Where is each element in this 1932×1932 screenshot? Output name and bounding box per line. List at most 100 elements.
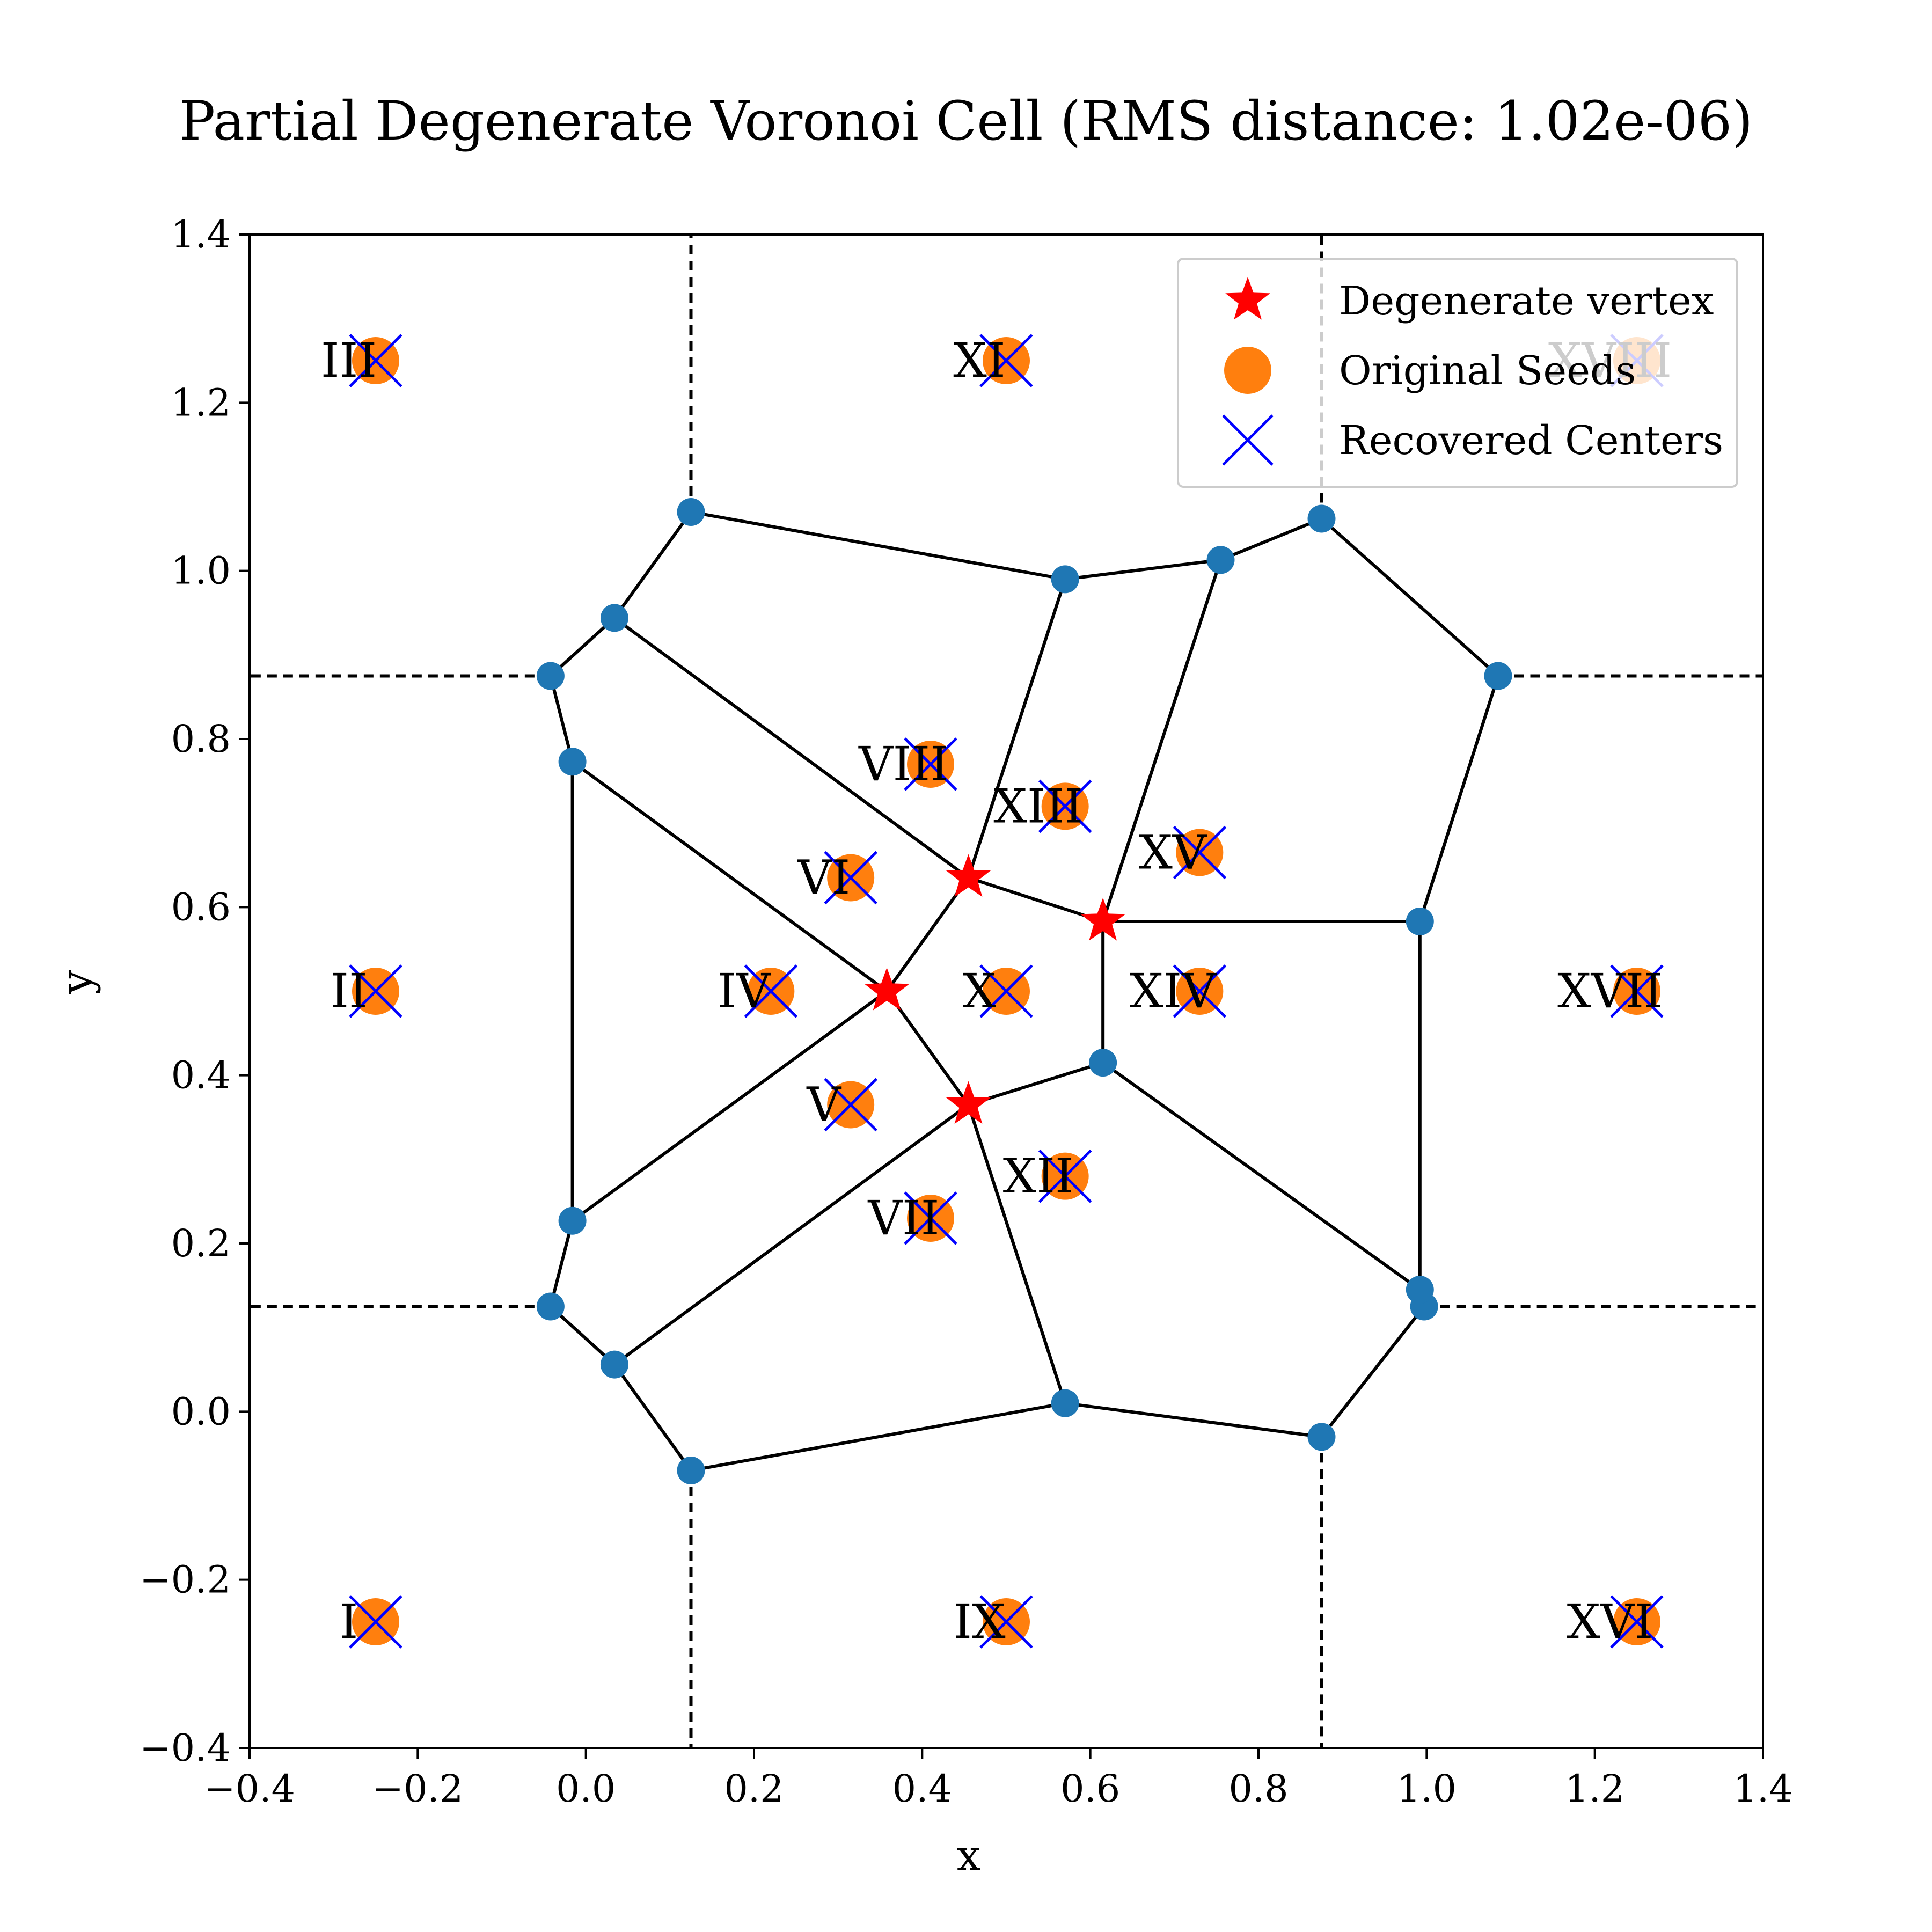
- legend-degenerate-marker: [1225, 277, 1270, 320]
- voronoi-edge: [571, 990, 888, 1223]
- voronoi-edge: [1102, 1061, 1421, 1291]
- cross-stroke: [979, 334, 1033, 387]
- voronoi-edge: [1220, 517, 1322, 562]
- degenerate-vertex-star: [864, 968, 910, 1011]
- seed-label: XIV: [1130, 963, 1217, 1019]
- x-tick-label: 0.8: [1228, 1767, 1288, 1811]
- recovered-center: [904, 737, 957, 791]
- recovered-center: [1173, 825, 1227, 880]
- y-tick-label: −0.2: [140, 1558, 231, 1602]
- voronoi-vertex: [1307, 1423, 1336, 1451]
- recovered-center: [979, 1595, 1033, 1649]
- legend: Degenerate vertex Original Seeds Recovered…: [1177, 258, 1738, 488]
- legend-entry-label: Original Seeds: [1339, 348, 1636, 394]
- x-tick-label: 0.6: [1060, 1767, 1120, 1811]
- cross-stroke: [1222, 414, 1274, 466]
- voronoi-edge: [613, 616, 970, 879]
- cross-stroke: [904, 1191, 957, 1245]
- voronoi-vertex: [1089, 1049, 1117, 1077]
- cross-stroke: [1173, 825, 1227, 880]
- recovered-center: [824, 851, 877, 905]
- x-tick-label: 0.0: [556, 1767, 616, 1811]
- seed-label: XI: [953, 333, 1005, 388]
- x-tick-label: −0.4: [204, 1767, 295, 1811]
- cross-stroke: [1610, 1595, 1664, 1649]
- recovered-center: [1038, 779, 1092, 833]
- voronoi-edge: [613, 1103, 970, 1366]
- voronoi-edge: [613, 511, 692, 619]
- voronoi-edge: [548, 675, 574, 763]
- degenerate-vertex-star: [1080, 898, 1125, 941]
- legend-box: [1177, 258, 1738, 488]
- recovered-center: [744, 964, 798, 1018]
- cross-stroke: [979, 1595, 1033, 1649]
- plot-area: −0.4 −0.2 0.0 0.2 0.4 0.6 0.8 1.0 1.2 1.4 −0.4 −0.2…: [140, 213, 1793, 1811]
- voronoi-edge: [549, 1305, 616, 1366]
- voronoi-edge: [1065, 558, 1221, 581]
- cross-stroke: [744, 964, 798, 1018]
- voronoi-edge: [549, 617, 616, 677]
- voronoi-vertex: [1406, 907, 1434, 935]
- cross-stroke: [824, 851, 877, 905]
- degenerate-vertex-star: [946, 1081, 991, 1124]
- x-tick-label: −0.2: [372, 1767, 463, 1811]
- x-tick-label: 1.0: [1397, 1767, 1457, 1811]
- y-axis-label: y: [52, 970, 101, 994]
- voronoi-vertex: [558, 748, 587, 776]
- seed-label: VIII: [858, 736, 949, 792]
- voronoi-edge: [548, 1220, 574, 1307]
- voronoi-edge: [885, 876, 970, 992]
- cross-stroke: [349, 964, 402, 1018]
- x-axis-label: x: [956, 1831, 980, 1880]
- voronoi-edge: [571, 760, 888, 993]
- seed-label: IV: [718, 963, 771, 1019]
- voronoi-edge: [690, 510, 1066, 581]
- y-tick-label: 0.8: [171, 717, 231, 761]
- cross-stroke: [979, 964, 1033, 1018]
- seed-label: XVI: [1567, 1594, 1653, 1649]
- voronoi-edge: [968, 1061, 1104, 1107]
- seed-label: VI: [797, 850, 850, 905]
- y-tick-label: 0.2: [171, 1221, 231, 1265]
- recovered-center: [349, 334, 402, 387]
- y-tick-label: −0.4: [140, 1726, 231, 1770]
- voronoi-vertex: [536, 1292, 565, 1321]
- legend-center-marker: [1222, 414, 1274, 466]
- y-tick-label: 0.6: [171, 885, 231, 929]
- voronoi-edge: [885, 990, 970, 1106]
- y-tick-label: 0.4: [171, 1053, 231, 1097]
- y-tick-label: 1.2: [171, 380, 231, 425]
- chart-title: Partial Degenerate Voronoi Cell (RMS dis…: [179, 90, 1753, 152]
- legend-seed-marker: [1224, 347, 1271, 394]
- seed-label: XII: [1003, 1148, 1074, 1204]
- seed-label: VII: [867, 1190, 939, 1246]
- recovered-center: [824, 1078, 877, 1132]
- x-tick-label: 0.2: [724, 1767, 784, 1811]
- x-tick-label: 1.4: [1733, 1767, 1792, 1811]
- cross-stroke: [1038, 1149, 1092, 1203]
- voronoi-vertex: [600, 1350, 628, 1379]
- voronoi-vertex: [1484, 662, 1512, 690]
- recovered-center: [1173, 964, 1227, 1018]
- seed-label: III: [321, 333, 377, 388]
- voronoi-vertex: [1406, 1276, 1434, 1304]
- recovered-center: [979, 334, 1033, 387]
- recovered-center: [1610, 1595, 1664, 1649]
- seed-label: XVII: [1557, 963, 1663, 1019]
- cross-stroke: [824, 1078, 877, 1132]
- voronoi-vertex: [1051, 1389, 1079, 1417]
- voronoi-edge: [690, 1401, 1066, 1472]
- voronoi-edge: [967, 1104, 1067, 1404]
- voronoi-vertex: [536, 662, 565, 690]
- x-tick-label: 0.4: [892, 1767, 952, 1811]
- seed-label: I: [340, 1594, 358, 1649]
- cross-stroke: [349, 1595, 402, 1649]
- voronoi-vertex: [1206, 546, 1235, 574]
- voronoi-edge: [1320, 1305, 1425, 1438]
- voronoi-edge: [968, 876, 1104, 923]
- seed-label: X: [963, 963, 997, 1019]
- legend-entry-label: Recovered Centers: [1339, 418, 1723, 464]
- cross-stroke: [1038, 779, 1092, 833]
